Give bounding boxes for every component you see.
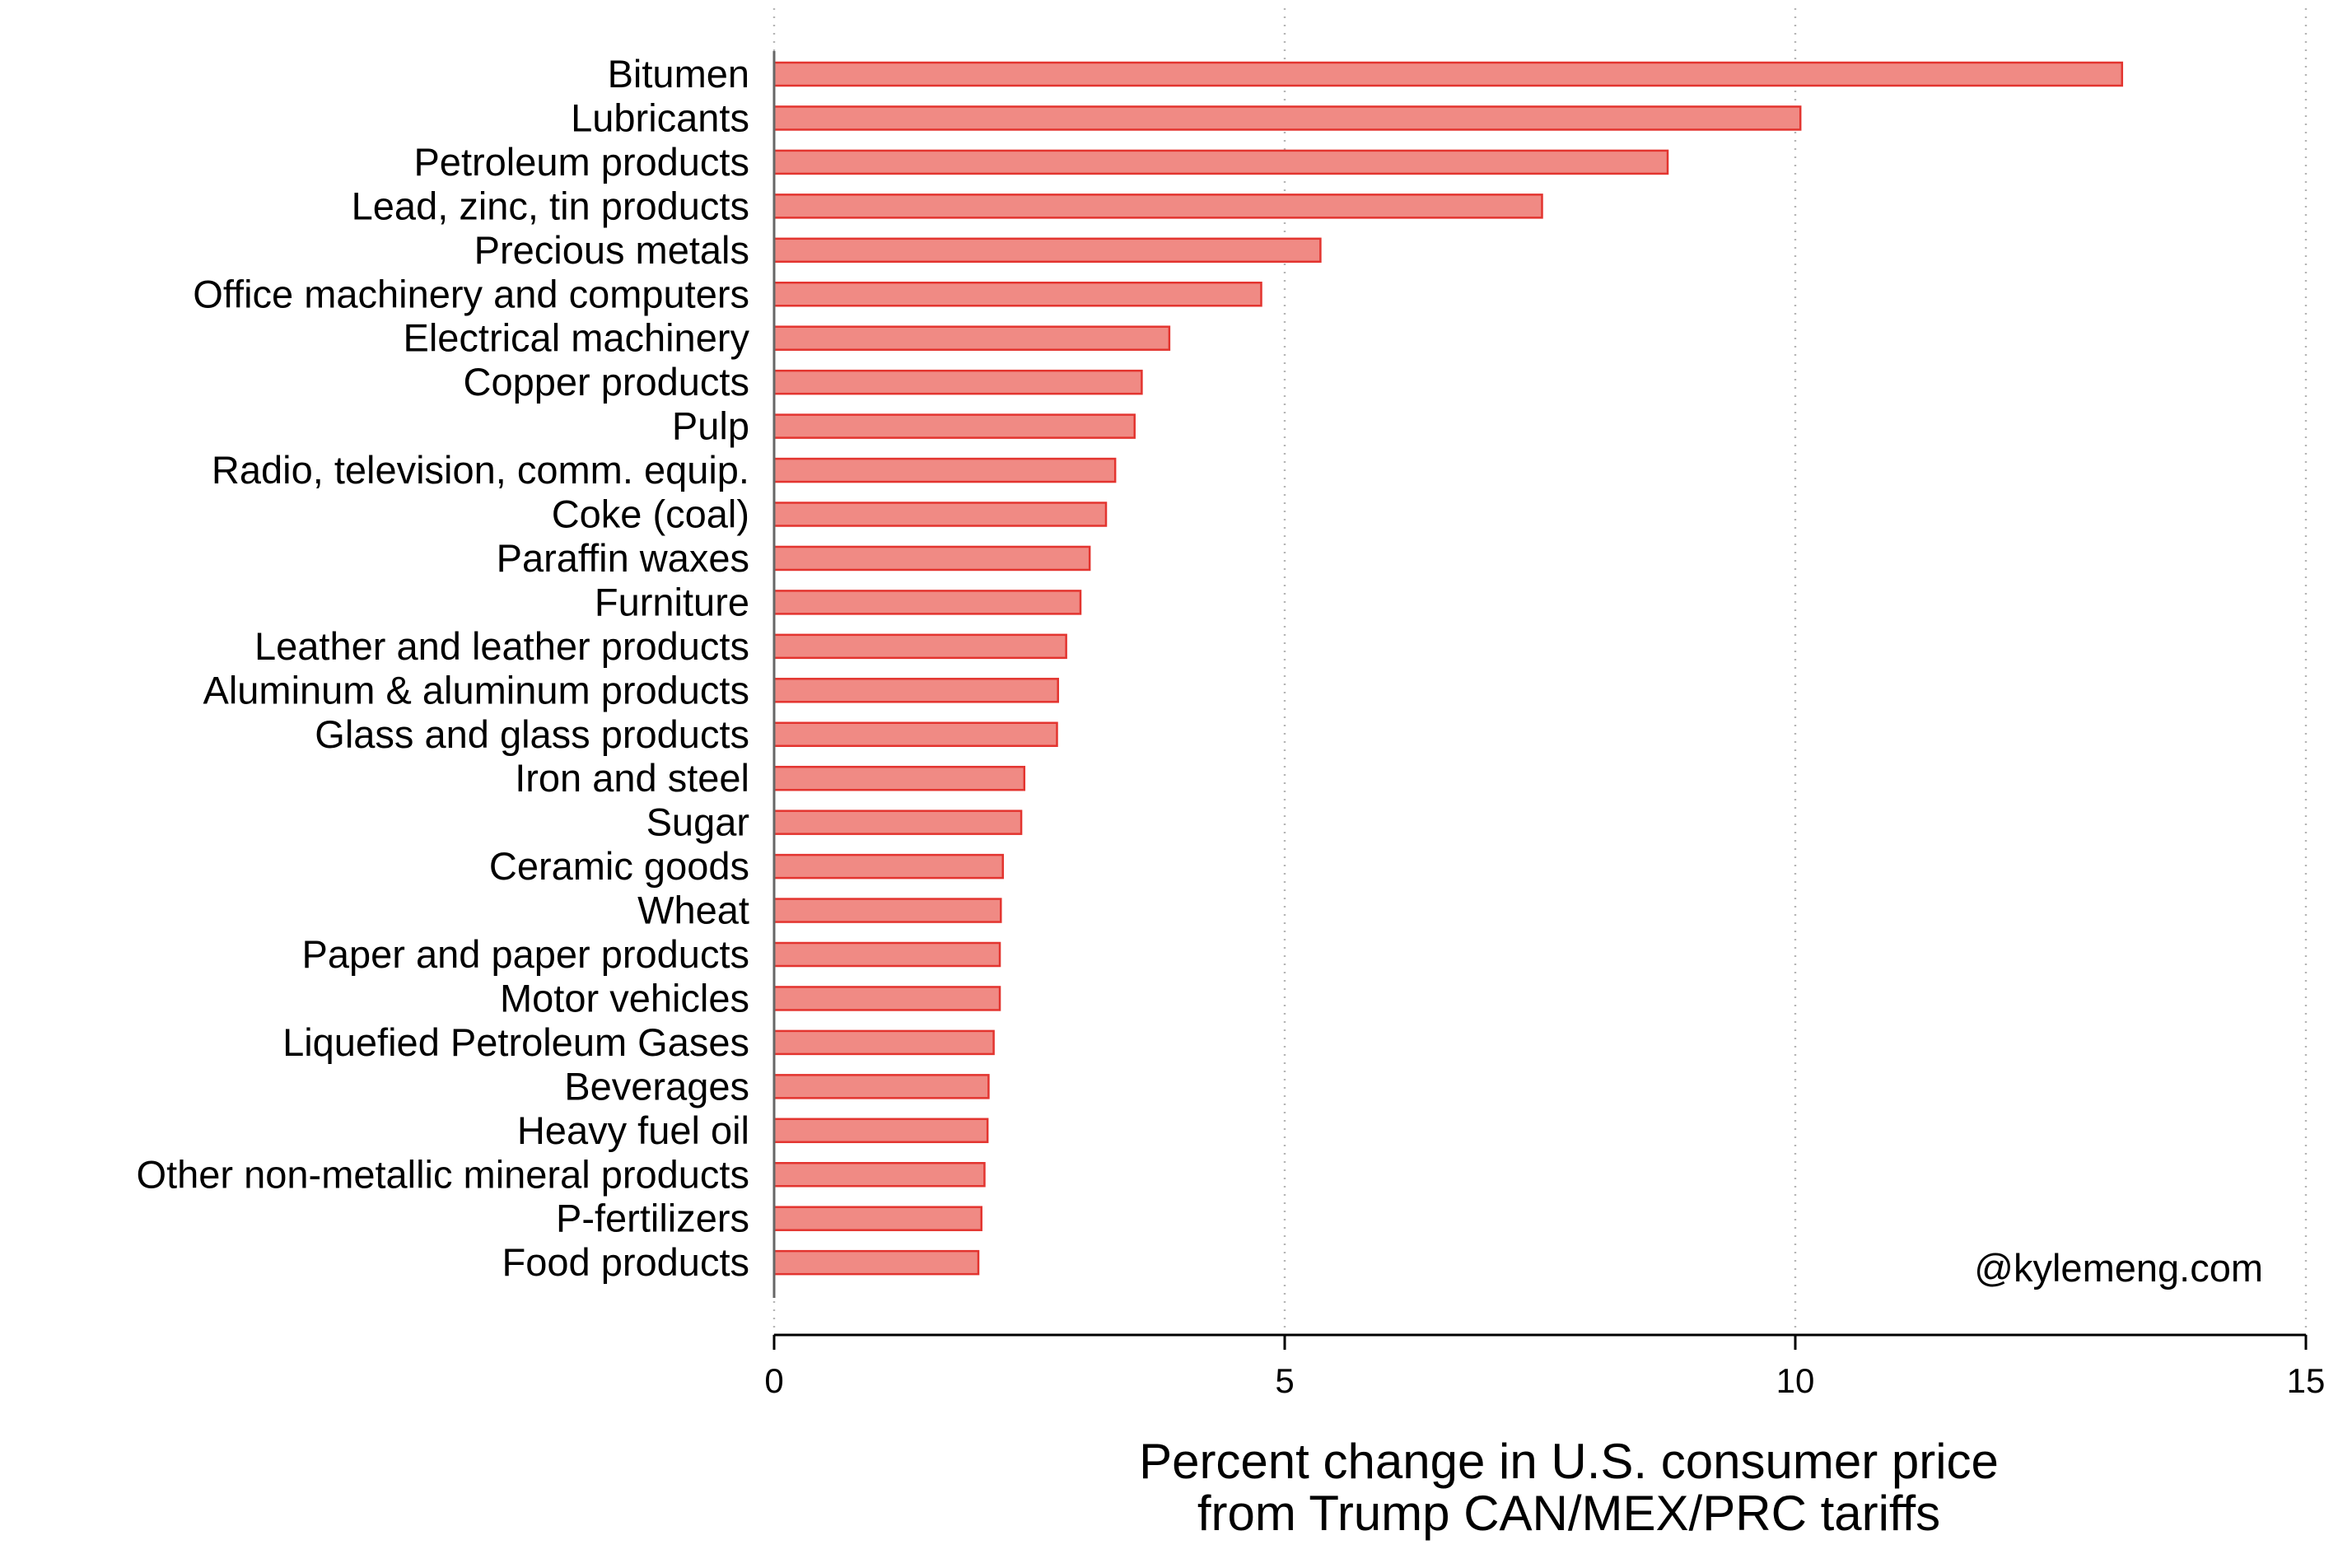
category-label-14: Aluminum & aluminum products (203, 668, 750, 712)
category-label-10: Coke (coal) (552, 492, 749, 536)
category-label-17: Sugar (646, 800, 749, 844)
bar-13 (772, 633, 1067, 660)
bar-1 (772, 105, 1802, 131)
bar-24 (772, 1118, 989, 1144)
x-tick-label-0: 0 (764, 1361, 783, 1400)
x-tick-label-5: 5 (1275, 1361, 1294, 1400)
category-label-16: Iron and steel (515, 756, 749, 800)
category-label-23: Beverages (564, 1064, 749, 1108)
bar-7 (772, 369, 1143, 395)
category-label-7: Copper products (464, 360, 749, 404)
category-label-26: P-fertilizers (556, 1197, 749, 1240)
bar-21 (772, 986, 1001, 1011)
bar-6 (772, 325, 1171, 351)
bar-10 (772, 502, 1108, 527)
category-label-3: Lead, zinc, tin products (352, 184, 749, 227)
category-label-1: Lubricants (571, 96, 749, 139)
x-axis: 0 5 10 15 (764, 51, 2325, 1400)
category-label-12: Furniture (595, 580, 749, 623)
bar-19 (772, 898, 1002, 923)
bar-3 (772, 194, 1543, 219)
bar-15 (772, 721, 1058, 747)
bar-14 (772, 678, 1059, 703)
bar-12 (772, 590, 1082, 615)
bar-20 (772, 941, 1001, 968)
category-label-20: Paper and paper products (302, 932, 749, 976)
category-label-4: Precious metals (474, 228, 749, 272)
category-label-27: Food products (502, 1240, 749, 1284)
watermark-annotation: @kylemeng.com (1974, 1246, 2263, 1290)
x-tick-label-10: 10 (1776, 1361, 1815, 1400)
bar-16 (772, 765, 1026, 791)
category-label-13: Leather and leather products (254, 624, 749, 668)
bar-26 (772, 1206, 982, 1231)
bar-22 (772, 1029, 995, 1056)
bar-11 (772, 545, 1091, 572)
category-label-15: Glass and glass products (315, 712, 749, 756)
bars (772, 61, 2124, 1276)
category-label-19: Wheat (637, 889, 749, 932)
category-label-22: Liquefied Petroleum Gases (282, 1020, 749, 1064)
category-label-9: Radio, television, comm. equip. (212, 448, 749, 492)
bar-4 (772, 237, 1322, 264)
category-label-6: Electrical machinery (403, 316, 749, 360)
x-tick-label-15: 15 (2287, 1361, 2326, 1400)
category-label-5: Office machinery and computers (193, 272, 749, 315)
category-label-2: Petroleum products (413, 140, 749, 184)
bar-9 (772, 457, 1117, 483)
category-label-18: Ceramic goods (489, 844, 749, 888)
bar-0 (772, 61, 2124, 87)
bar-25 (772, 1162, 986, 1188)
bar-17 (772, 810, 1023, 835)
category-label-24: Heavy fuel oil (517, 1108, 749, 1152)
category-label-11: Paraffin waxes (497, 536, 749, 580)
bar-23 (772, 1074, 990, 1099)
x-axis-title-line-2: from Trump CAN/MEX/PRC tariffs (1197, 1486, 1940, 1541)
bar-2 (772, 149, 1669, 175)
category-label-25: Other non-metallic mineral products (137, 1152, 749, 1196)
category-label-0: Bitumen (608, 52, 749, 96)
bar-8 (772, 413, 1136, 439)
category-label-8: Pulp (672, 404, 749, 448)
x-axis-title-line-1: Percent change in U.S. consumer price (1139, 1434, 1999, 1489)
bar-18 (772, 853, 1005, 880)
bar-27 (772, 1249, 980, 1276)
bar-5 (772, 282, 1262, 307)
category-label-21: Motor vehicles (500, 976, 749, 1020)
